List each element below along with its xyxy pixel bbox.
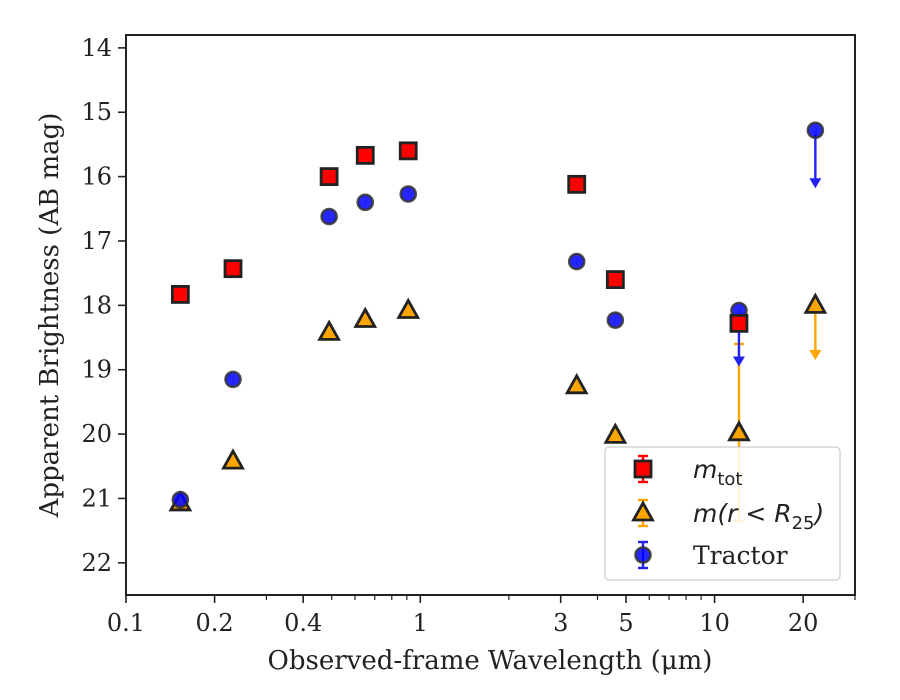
x-tick-label: 0.1 — [107, 609, 145, 637]
legend-label-base: m(r < R — [693, 499, 792, 528]
x-tick-label: 20 — [788, 609, 819, 637]
upper-limit-arrowhead — [809, 178, 822, 189]
legend-label-base: m — [693, 455, 717, 484]
x-tick-label: 3 — [553, 609, 568, 637]
legend-entry-tractor: Tractor — [634, 540, 788, 570]
legend-label-tail: ) — [813, 499, 825, 528]
upper-limit-arrowhead — [732, 356, 745, 367]
y-tick-label: 21 — [81, 484, 112, 512]
y-tick-label: 20 — [81, 420, 112, 448]
x-tick-label: 10 — [699, 609, 730, 637]
mr25-point — [317, 319, 342, 341]
x-tick-label: 0.2 — [196, 609, 234, 637]
y-tick-label: 18 — [81, 291, 112, 319]
y-tick-label: 16 — [81, 163, 112, 191]
mr25-point — [353, 306, 378, 328]
legend: mtot m(r < R25) Tractor — [604, 446, 841, 581]
y-tick-label: 19 — [81, 356, 112, 384]
mtot-point — [319, 167, 339, 187]
x-tick-label: 1 — [413, 609, 428, 637]
mtot-point — [223, 259, 243, 279]
y-tick-label: 15 — [81, 98, 112, 126]
upper-limit-arrowhead — [809, 350, 822, 361]
plot-frame — [125, 34, 856, 596]
mtot-point — [729, 313, 749, 333]
x-tick-label: 5 — [618, 609, 633, 637]
legend-marker-tractor — [634, 546, 652, 564]
mr25-point — [727, 419, 751, 442]
y-tick-label: 14 — [81, 34, 112, 62]
mr25-point — [564, 372, 589, 395]
mr25-point — [221, 448, 245, 470]
y-tick-label: 17 — [81, 227, 112, 255]
x-tick-label: 0.4 — [284, 609, 322, 637]
legend-label-subscript: 25 — [792, 513, 815, 534]
mtot-point — [398, 141, 418, 161]
mtot-point — [567, 174, 587, 194]
y-tick-label: 22 — [81, 549, 112, 577]
y-axis: 14 15 16 17 18 19 20 21 22 — [81, 34, 126, 577]
mr25-point — [603, 422, 628, 444]
y-axis-label: Apparent Brightness (AB mag) — [35, 113, 65, 519]
mr25-point — [803, 292, 828, 314]
mtot-point — [170, 285, 190, 304]
legend-entry-mr25: m(r < R25) — [631, 498, 824, 534]
series-mtot — [170, 141, 749, 333]
legend-marker-mtot — [633, 459, 653, 479]
x-axis: 0.1 0.2 0.4 1 3 5 10 20 — [107, 595, 856, 637]
legend-box — [604, 446, 841, 581]
legend-marker-mr25 — [631, 500, 655, 522]
mtot-point — [605, 270, 625, 289]
mr25-point — [396, 297, 421, 319]
legend-entry-mtot: mtot — [633, 454, 743, 490]
x-axis-label: Observed-frame Wavelength (μm) — [268, 646, 713, 676]
legend-label-tractor: Tractor — [693, 541, 788, 570]
legend-label-subscript: tot — [717, 469, 742, 490]
legend-label-mtot: mtot — [693, 455, 743, 490]
mtot-point — [355, 145, 375, 165]
legend-label-mr25: m(r < R25) — [693, 499, 824, 534]
legend-label-text: Tractor — [693, 541, 788, 570]
